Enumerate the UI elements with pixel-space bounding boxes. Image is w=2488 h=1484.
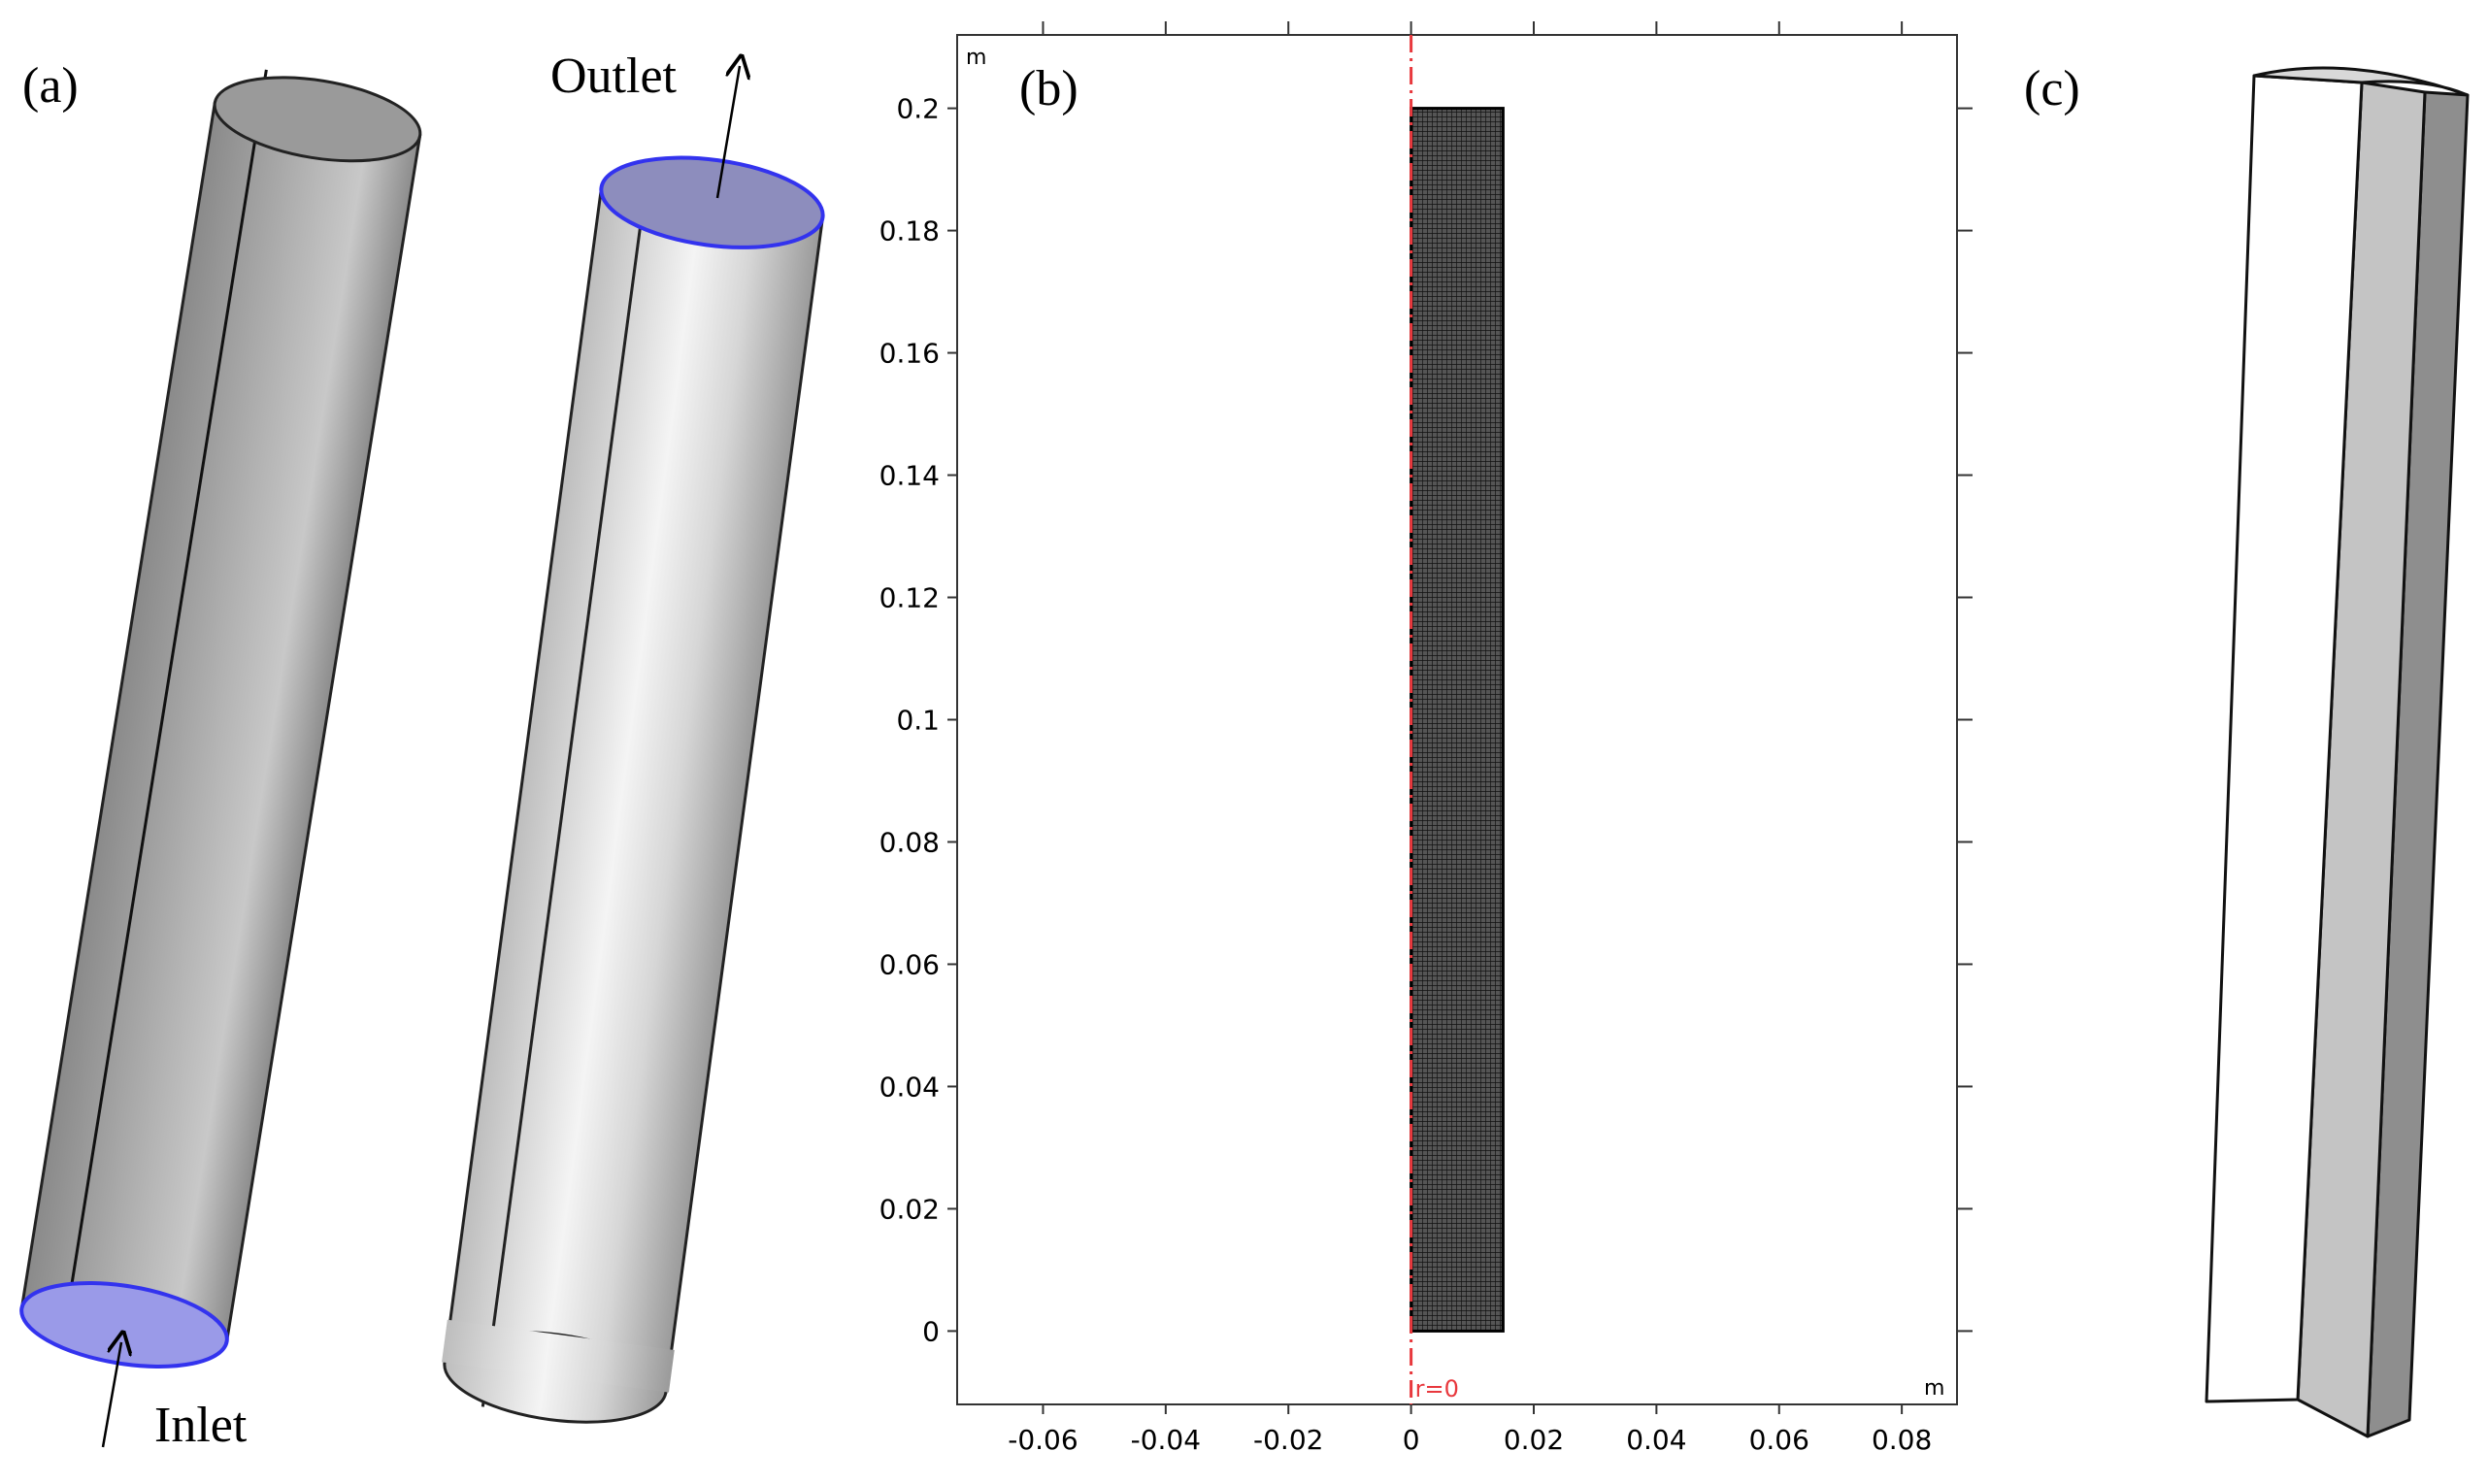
outlet-label: Outlet	[550, 49, 678, 104]
y-unit: m	[966, 46, 986, 70]
y-tick-label: 0.16	[879, 338, 940, 370]
y-tick-label: 0.14	[879, 460, 940, 492]
y-tick-label: 0.04	[879, 1071, 940, 1103]
y-tick-label: 0.12	[879, 582, 940, 614]
panel-label: (a)	[22, 58, 79, 114]
x-tick-label: 0.06	[1749, 1424, 1809, 1456]
x-tick-label: 0	[1403, 1424, 1420, 1456]
mesh-domain	[1410, 107, 1505, 1333]
x-tick-label: -0.04	[1131, 1424, 1201, 1456]
panel-label: (c)	[2024, 61, 2080, 116]
axis-label: r=0	[1415, 1375, 1459, 1402]
y-tick-label: 0.18	[879, 215, 940, 247]
inlet-label: Inlet	[154, 1398, 248, 1453]
y-tick-label: 0.1	[896, 705, 940, 737]
x-tick-label: 0.02	[1504, 1424, 1564, 1456]
x-unit: m	[1924, 1376, 1944, 1401]
cylinder	[19, 69, 422, 1369]
x-tick-label: 0.04	[1626, 1424, 1686, 1456]
arrow	[101, 1342, 121, 1448]
arrow	[715, 66, 740, 199]
x-tick-label: -0.06	[1008, 1424, 1078, 1456]
x-tick-label: -0.02	[1253, 1424, 1323, 1456]
x-tick-label: 0.08	[1872, 1424, 1932, 1456]
y-tick-label: 0.08	[879, 826, 940, 858]
y-tick-label: 0.2	[896, 93, 940, 125]
y-tick-label: 0	[922, 1315, 940, 1347]
y-tick-label: 0.02	[879, 1193, 940, 1225]
cylinder	[442, 155, 825, 1424]
half-cylinder	[2205, 66, 2470, 1438]
panel-label: (b)	[1019, 61, 1078, 116]
y-tick-label: 0.06	[879, 948, 940, 980]
